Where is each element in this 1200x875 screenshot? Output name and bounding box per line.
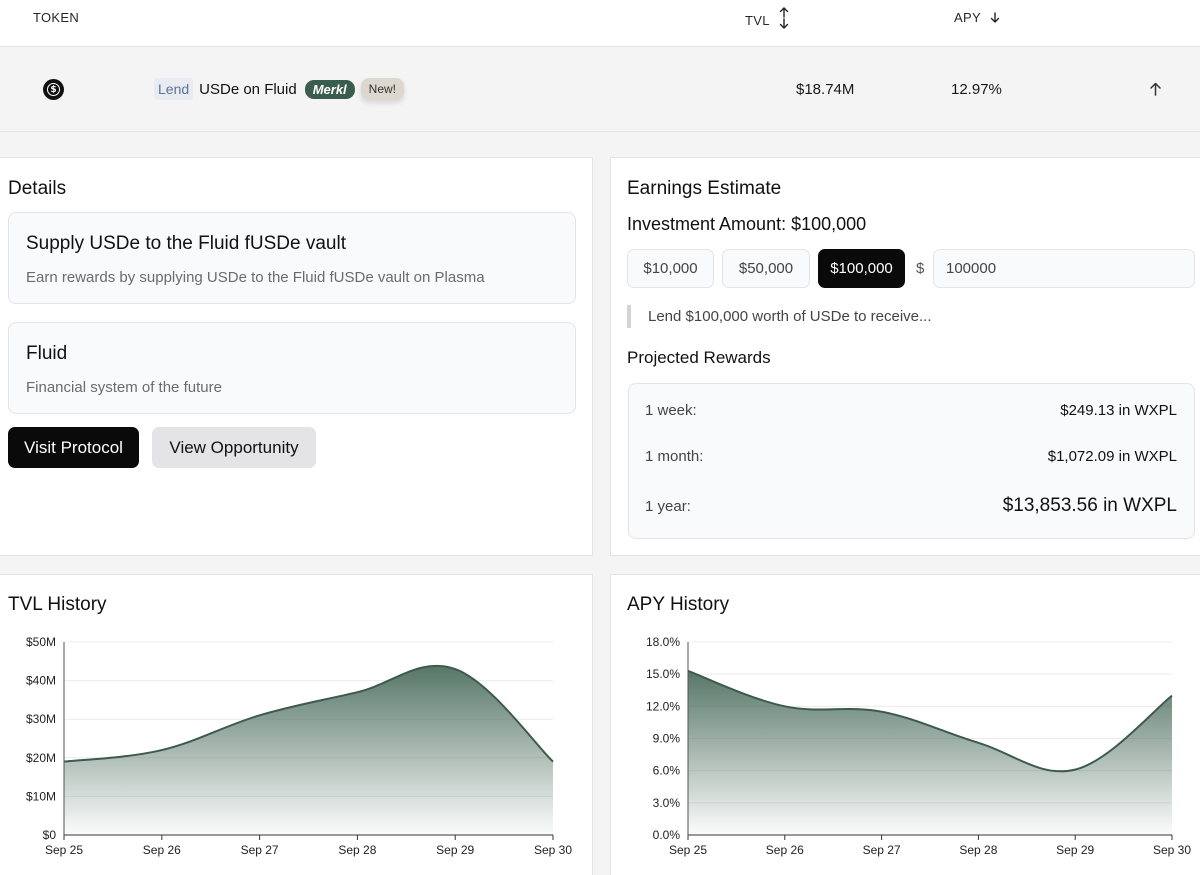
view-opportunity-button[interactable]: View Opportunity bbox=[152, 427, 316, 468]
card-description: Earn rewards by supplying USDe to the Fl… bbox=[26, 269, 485, 286]
reward-value-week: $249.13 in WXPL bbox=[1060, 402, 1177, 419]
x-tick-label: Sep 30 bbox=[534, 843, 572, 857]
series-area bbox=[688, 670, 1172, 835]
projected-rewards-title: Projected Rewards bbox=[627, 348, 771, 367]
opportunity-name: USDe on Fluid bbox=[199, 80, 297, 98]
y-tick-label: 3.0% bbox=[653, 796, 681, 810]
new-badge: New! bbox=[360, 78, 405, 100]
protocol-description: Financial system of the future bbox=[26, 379, 222, 396]
reward-value-year: $13,853.56 in WXPL bbox=[1002, 495, 1177, 516]
x-tick-label: Sep 29 bbox=[436, 843, 474, 857]
protocol-name: Fluid bbox=[26, 343, 68, 364]
reward-period-month: 1 month: bbox=[645, 448, 704, 465]
tvl-history-title: TVL History bbox=[8, 594, 107, 615]
y-tick-label: 0.0% bbox=[653, 828, 681, 842]
y-tick-label: $20M bbox=[26, 751, 56, 765]
investment-amount-input[interactable]: 100000 bbox=[933, 249, 1195, 288]
amount-option-50000[interactable]: $50,000 bbox=[722, 249, 810, 288]
tvl-value: $18.74M bbox=[796, 81, 855, 98]
apy-value: 12.97% bbox=[951, 81, 1002, 98]
y-tick-label: 6.0% bbox=[653, 764, 681, 778]
y-tick-label: $0 bbox=[43, 828, 57, 842]
column-header-token[interactable]: TOKEN bbox=[33, 10, 80, 25]
x-tick-label: Sep 25 bbox=[669, 843, 707, 857]
apy-history-chart: 0.0% 3.0% 6.0% 9.0% 12.0% 15.0% 18.0% Sep 25 Sep… bbox=[646, 635, 1191, 857]
y-tick-label: $50M bbox=[26, 635, 56, 649]
y-tick-label: $40M bbox=[26, 674, 56, 688]
usde-token-icon: $ bbox=[43, 79, 64, 100]
reward-period-year: 1 year: bbox=[645, 498, 691, 515]
card-title: Supply USDe to the Fluid fUSDe vault bbox=[26, 233, 346, 254]
y-tick-label: 18.0% bbox=[646, 635, 680, 649]
x-tick-label: Sep 26 bbox=[766, 843, 804, 857]
series-line bbox=[687, 670, 1173, 773]
y-tick-label: $30M bbox=[26, 712, 56, 726]
x-tick-label: Sep 28 bbox=[338, 843, 376, 857]
merkl-badge: Merkl bbox=[304, 79, 355, 99]
amount-option-10000[interactable]: $10,000 bbox=[627, 249, 714, 288]
column-header-apy[interactable]: APY bbox=[954, 10, 1001, 25]
y-tick-label: 9.0% bbox=[653, 732, 681, 746]
y-tick-label: 12.0% bbox=[646, 699, 680, 713]
visit-protocol-button[interactable]: Visit Protocol bbox=[8, 427, 139, 468]
series-line bbox=[63, 664, 554, 763]
table-row[interactable]: $ Lend USDe on Fluid Merkl New! $18.74M … bbox=[0, 47, 1200, 132]
y-tick-label: $10M bbox=[26, 789, 56, 803]
collapse-arrow-icon[interactable] bbox=[1149, 82, 1162, 101]
apy-history-title: APY History bbox=[627, 594, 730, 615]
currency-symbol: $ bbox=[916, 260, 925, 277]
x-tick-label: Sep 29 bbox=[1056, 843, 1094, 857]
earnings-title: Earnings Estimate bbox=[627, 178, 782, 199]
action-tag: Lend bbox=[154, 78, 194, 100]
sort-both-icon bbox=[778, 6, 790, 30]
x-tick-label: Sep 25 bbox=[45, 843, 83, 857]
x-tick-label: Sep 27 bbox=[863, 843, 901, 857]
x-tick-label: Sep 30 bbox=[1153, 843, 1191, 857]
amount-option-100000[interactable]: $100,000 bbox=[818, 249, 905, 288]
table-header: TOKEN TVL APY bbox=[0, 0, 1200, 47]
reward-period-week: 1 week: bbox=[645, 402, 697, 419]
investment-amount-label: Investment Amount: $100,000 bbox=[627, 214, 867, 234]
x-tick-label: Sep 28 bbox=[959, 843, 997, 857]
details-title: Details bbox=[8, 178, 67, 199]
sort-desc-icon bbox=[989, 11, 1001, 24]
description-card: Supply USDe to the Fluid fUSDe vault Ear… bbox=[8, 212, 576, 304]
x-tick-label: Sep 26 bbox=[143, 843, 181, 857]
series-area bbox=[64, 665, 553, 835]
x-tick-label: Sep 27 bbox=[241, 843, 279, 857]
reward-value-month: $1,072.09 in WXPL bbox=[1047, 448, 1177, 465]
estimate-quote: Lend $100,000 worth of USDe to receive..… bbox=[627, 305, 932, 328]
y-tick-label: 15.0% bbox=[646, 667, 680, 681]
tvl-history-chart: $0 $10M $20M $30M $40M $50M Sep 25 Sep 26 Sep 27… bbox=[26, 635, 572, 857]
projected-rewards-list: 1 week: $249.13 in WXPL 1 month: $1,072.… bbox=[628, 383, 1195, 539]
protocol-card: Fluid Financial system of the future bbox=[8, 322, 576, 414]
column-header-tvl[interactable]: TVL bbox=[745, 6, 790, 30]
